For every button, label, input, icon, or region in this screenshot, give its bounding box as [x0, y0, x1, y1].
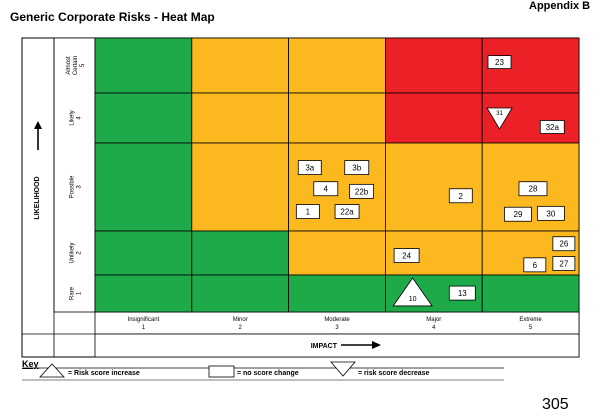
- y-tick-label: AlmostCertain5: [66, 56, 86, 75]
- risk-marker: [552, 236, 576, 252]
- risk-label: 4: [324, 185, 329, 194]
- risk-label: 30: [546, 209, 555, 218]
- key-increase-label: = Risk score increase: [68, 370, 140, 377]
- risk-marker: [448, 285, 476, 301]
- heatmap-cell: [288, 274, 386, 313]
- x-axis-title-row: [94, 333, 580, 358]
- risk-marker: [487, 55, 512, 69]
- risk-marker: [539, 120, 565, 134]
- heatmap-cell: [191, 92, 290, 144]
- triangle-down-icon: [330, 361, 356, 377]
- risk-label: 2: [459, 192, 464, 201]
- risk-marker: [297, 160, 322, 176]
- y-tick-label: Unlikely2: [70, 242, 83, 263]
- x-axis-arrow-head: [372, 341, 381, 349]
- risk-marker: [504, 206, 532, 222]
- heatmap-cell: [384, 37, 483, 94]
- heatmap-cell: [288, 230, 386, 276]
- x-tick-label: Extreme 5: [519, 317, 542, 331]
- risk-marker: [518, 181, 548, 197]
- heatmap-cell: [94, 37, 193, 94]
- risk-label: 31: [496, 111, 503, 117]
- triangle-up-icon: [39, 363, 65, 378]
- risk-label: 23: [495, 58, 504, 67]
- risk-label: 6: [533, 261, 538, 270]
- risk-label: 32a: [546, 123, 560, 132]
- risk-marker: [393, 248, 420, 264]
- heatmap-cell: [191, 37, 290, 94]
- key-decrease-label: = risk score decrease: [358, 370, 430, 377]
- y-tick-label: Rare1: [70, 286, 83, 300]
- x-axis-title: IMPACT: [311, 343, 338, 350]
- heatmap-cell: [384, 142, 483, 232]
- risk-marker: [295, 204, 320, 220]
- risk-label: 29: [514, 210, 523, 219]
- heatmap-cell: [191, 230, 290, 276]
- heatmap-cell: [191, 142, 290, 232]
- heatmap-cell: [481, 274, 580, 313]
- risk-marker: [523, 257, 547, 273]
- risk-marker: [334, 204, 360, 220]
- risk-label: 22a: [340, 208, 354, 217]
- chart-title: Generic Corporate Risks - Heat Map: [10, 10, 215, 24]
- risk-label: 3a: [305, 164, 314, 173]
- x-tick-label: Moderate 3: [324, 317, 350, 331]
- key-legend: [22, 361, 504, 381]
- x-axis-title-group: IMPACT: [311, 341, 381, 350]
- heatmap-cell: [191, 274, 290, 313]
- heatmap-cell: [288, 37, 386, 94]
- y-tick-label: Likely4: [70, 110, 83, 125]
- x-tick-label: Major 4: [426, 317, 441, 331]
- risk-label: 10: [409, 296, 417, 303]
- risk-label: 22b: [355, 187, 369, 196]
- heatmap-cell: [288, 92, 386, 144]
- risk-marker: [552, 256, 576, 271]
- y-tick-label: Possible3: [70, 175, 83, 198]
- heatmap-cell: [384, 92, 483, 144]
- key-no-change-label: = no score change: [237, 370, 299, 377]
- heatmap-cell: [94, 230, 193, 276]
- risk-label: 13: [458, 289, 467, 298]
- risk-label: 27: [559, 260, 568, 269]
- risk-marker-increase: [392, 277, 433, 307]
- risk-marker: [448, 188, 473, 204]
- heatmap-cell: [94, 274, 193, 313]
- y-axis-title: LIKELIHOOD: [34, 176, 41, 219]
- y-axis-arrow-head: [34, 121, 42, 129]
- risk-marker: [536, 205, 565, 221]
- risk-label: 28: [529, 185, 538, 194]
- risk-label: 26: [559, 240, 568, 249]
- x-tick-label: Minor 2: [233, 317, 248, 331]
- y-category-column: [53, 37, 96, 313]
- risk-label: 1: [306, 208, 311, 217]
- risk-marker: [313, 181, 339, 197]
- risk-marker: [349, 183, 374, 199]
- risk-marker: [344, 160, 370, 176]
- appendix-label: Appendix B: [529, 0, 591, 12]
- x-tick-label: Insignificant 1: [128, 317, 160, 331]
- risk-label: 3b: [352, 164, 361, 173]
- heatmap-cell: [94, 92, 193, 144]
- rectangle-icon: [208, 365, 235, 378]
- risk-marker-decrease: [486, 107, 513, 130]
- page-number: 305: [542, 396, 569, 413]
- heatmap-cell: [94, 142, 193, 232]
- y-axis-title-group: LIKELIHOOD: [34, 121, 42, 220]
- risk-label: 24: [402, 252, 411, 261]
- key-title: Key: [22, 359, 39, 369]
